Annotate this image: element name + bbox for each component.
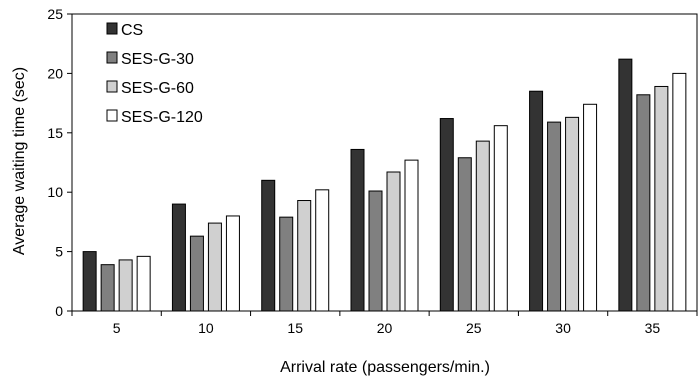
bar-ses-g-30-25 [457,157,472,312]
bar-ses-g-60-35 [654,85,669,312]
legend-swatch-ses-g-30 [106,51,118,64]
bar-ses-g-60-15 [297,200,312,312]
y-tick-label: 0 [55,303,63,319]
bar-ses-g-120-5 [136,255,151,312]
y-axis-ticks: 0 5 10 15 20 25 [47,6,72,319]
bar-ses-g-60-10 [207,222,222,312]
x-tick-label: 15 [287,320,303,336]
x-tick-label: 20 [377,320,393,336]
bar-ses-g-120-15 [315,189,330,312]
x-axis-ticks: 5 10 15 20 25 30 35 [71,311,698,336]
bar-ses-g-30-20 [368,190,383,312]
bar-cs-15 [261,179,276,312]
bar-ses-g-120-25 [493,125,508,312]
y-tick-label: 25 [47,6,63,22]
bar-ses-g-120-35 [672,72,687,312]
plot-border [71,13,698,312]
bar-ses-g-120-20 [404,159,419,312]
legend: CS SES-G-30 SES-G-60 SES-G-120 [106,22,203,126]
bar-cs-5 [82,251,97,312]
plot-frame [71,13,698,312]
bar-ses-g-60-30 [565,116,580,312]
x-tick-label: 10 [198,320,214,336]
y-tick-label: 20 [47,65,63,81]
x-tick-label: 5 [113,320,121,336]
x-tick-label: 30 [555,320,571,336]
bar-ses-g-60-25 [475,140,490,312]
bar-cs-20 [350,148,365,312]
bar-ses-g-30-5 [100,264,115,312]
bars-group [82,58,687,312]
bar-ses-g-30-35 [636,94,651,312]
legend-swatch-ses-g-120 [106,109,118,122]
bar-ses-g-120-10 [225,215,240,312]
bar-ses-g-30-15 [279,216,294,312]
bar-cs-30 [529,90,544,312]
legend-label-cs: CS [121,22,143,39]
legend-swatch-ses-g-60 [106,80,118,93]
x-tick-label: 25 [466,320,482,336]
y-tick-label: 10 [47,184,63,200]
bar-cs-35 [618,58,633,312]
bar-ses-g-60-5 [118,259,133,312]
legend-label-ses-g-120: SES-G-120 [121,109,203,126]
x-tick-label: 35 [645,320,661,336]
bar-cs-10 [171,203,186,312]
bar-ses-g-30-30 [547,121,562,312]
y-tick-label: 15 [47,125,63,141]
legend-swatch-cs [106,22,118,35]
bar-ses-g-60-20 [386,171,401,312]
bar-cs-25 [439,118,454,312]
y-axis-title: Average waiting time (sec) [11,67,28,255]
bar-ses-g-120-30 [583,103,598,312]
legend-label-ses-g-30: SES-G-30 [121,51,194,68]
bar-ses-g-30-10 [189,235,204,312]
y-tick-label: 5 [55,244,63,260]
x-axis-title: Arrival rate (passengers/min.) [280,359,490,376]
legend-label-ses-g-60: SES-G-60 [121,80,194,97]
